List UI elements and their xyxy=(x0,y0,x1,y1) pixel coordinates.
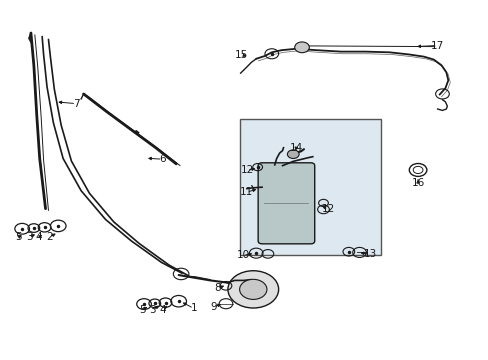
Text: 15: 15 xyxy=(234,50,248,60)
Text: 14: 14 xyxy=(289,143,302,153)
Text: 5: 5 xyxy=(139,305,145,315)
Text: 4: 4 xyxy=(159,305,165,315)
Text: 2: 2 xyxy=(46,232,53,242)
Text: 5: 5 xyxy=(15,232,21,242)
Text: 3: 3 xyxy=(149,305,156,315)
FancyBboxPatch shape xyxy=(258,163,314,244)
Text: 13: 13 xyxy=(363,249,376,259)
Text: 12: 12 xyxy=(240,165,253,175)
Text: 7: 7 xyxy=(73,99,80,109)
Text: 16: 16 xyxy=(410,178,424,188)
Text: 12: 12 xyxy=(321,204,334,215)
Circle shape xyxy=(227,271,278,308)
Circle shape xyxy=(239,279,266,300)
Text: 17: 17 xyxy=(430,41,443,50)
Text: 4: 4 xyxy=(35,232,42,242)
Text: 6: 6 xyxy=(159,154,165,164)
Circle shape xyxy=(287,150,299,158)
Circle shape xyxy=(294,42,309,53)
Text: 3: 3 xyxy=(25,232,32,242)
Text: 1: 1 xyxy=(190,303,197,314)
Text: 8: 8 xyxy=(214,283,221,293)
Text: 10: 10 xyxy=(236,250,249,260)
Text: 9: 9 xyxy=(209,302,216,312)
Text: 11: 11 xyxy=(239,187,253,197)
Bar xyxy=(239,119,380,255)
